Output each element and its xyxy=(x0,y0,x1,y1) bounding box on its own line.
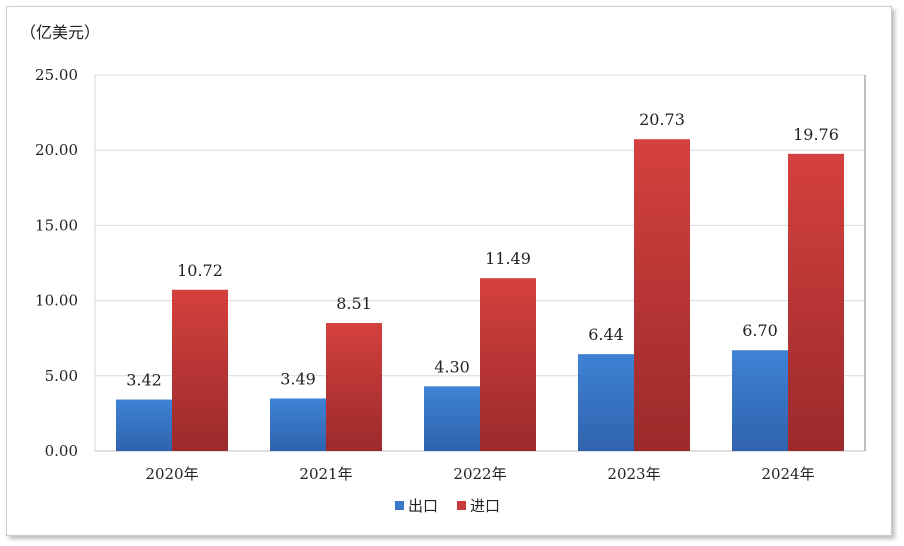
data-label: 6.70 xyxy=(742,321,778,340)
bar-export xyxy=(578,354,634,451)
y-axis-ticks: 0.00 5.00 10.00 15.00 20.00 25.00 xyxy=(35,66,78,460)
bars xyxy=(116,139,844,451)
legend: 出口 进口 xyxy=(395,497,500,515)
data-label: 4.30 xyxy=(434,357,470,376)
bar-export xyxy=(732,350,788,451)
y-tick-label: 10.00 xyxy=(35,292,78,310)
data-label: 8.51 xyxy=(336,294,372,313)
bar-export xyxy=(424,386,480,451)
legend-swatch-import xyxy=(457,501,466,510)
bar-export xyxy=(270,398,326,451)
bar-import xyxy=(326,323,382,451)
x-axis-labels: 2020年 2021年 2022年 2023年 2024年 xyxy=(145,465,814,483)
data-label: 20.73 xyxy=(639,110,685,129)
data-label: 11.49 xyxy=(485,249,531,268)
bar-export xyxy=(116,399,172,451)
data-label: 3.42 xyxy=(126,371,162,390)
bar-import xyxy=(480,278,536,451)
x-tick-label: 2021年 xyxy=(299,465,352,483)
data-label: 6.44 xyxy=(588,325,624,344)
data-label: 19.76 xyxy=(793,125,839,144)
y-tick-label: 5.00 xyxy=(45,367,78,385)
data-label: 10.72 xyxy=(177,261,223,280)
y-unit-label: （亿美元） xyxy=(20,23,100,42)
x-tick-label: 2022年 xyxy=(453,465,506,483)
x-tick-label: 2023年 xyxy=(607,465,660,483)
x-tick-label: 2020年 xyxy=(145,465,198,483)
data-label: 3.49 xyxy=(280,370,316,389)
legend-swatch-export xyxy=(395,501,404,510)
y-tick-label: 0.00 xyxy=(45,442,78,460)
y-tick-label: 15.00 xyxy=(35,216,78,234)
data-labels: 3.42 10.72 3.49 8.51 4.30 11.49 6.44 20.73 6.70 1… xyxy=(126,110,839,389)
y-tick-label: 25.00 xyxy=(35,66,78,84)
bar-import xyxy=(172,289,228,451)
bar-import xyxy=(788,153,844,451)
legend-label-import: 进口 xyxy=(470,497,500,515)
x-tick-label: 2024年 xyxy=(761,465,814,483)
y-tick-label: 20.00 xyxy=(35,141,78,159)
legend-label-export: 出口 xyxy=(408,497,438,515)
bar-import xyxy=(634,139,690,451)
